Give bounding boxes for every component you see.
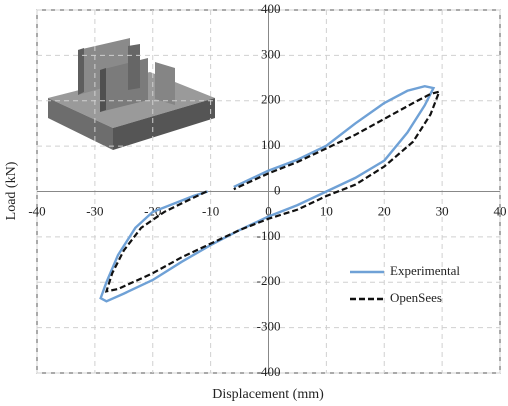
y-tick-label: 400 (261, 1, 281, 16)
x-tick-label: -40 (28, 203, 45, 218)
y-tick-label: -100 (257, 228, 281, 243)
y-tick-label: -200 (257, 273, 281, 288)
wall (100, 68, 106, 112)
x-tick-label: -30 (86, 203, 103, 218)
y-tick-label: -300 (257, 319, 281, 334)
x-tick-label: 40 (494, 203, 507, 218)
legend-label: Experimental (390, 263, 460, 278)
x-tick-label: 10 (320, 203, 333, 218)
legend-label: OpenSees (390, 290, 442, 305)
y-axis-label: Load (kN) (4, 161, 19, 220)
y-tick-label: 300 (261, 46, 281, 61)
wall (155, 62, 175, 105)
x-tick-label: -10 (202, 203, 219, 218)
y-tick-label: 100 (261, 137, 281, 152)
x-tick-label: 30 (436, 203, 449, 218)
y-tick-label: 0 (274, 182, 281, 197)
chart: Displacement (mm) Load (kN) -40-30-20-10… (0, 0, 508, 406)
y-tick-label: 200 (261, 92, 281, 107)
y-tick-label: -400 (257, 364, 281, 379)
wall (128, 44, 140, 90)
x-tick-label: 20 (378, 203, 391, 218)
x-axis-label: Displacement (mm) (212, 387, 324, 402)
inset-model (48, 38, 215, 150)
page: {"chart_data": {"type": "line", "xlabel"… (0, 0, 508, 406)
